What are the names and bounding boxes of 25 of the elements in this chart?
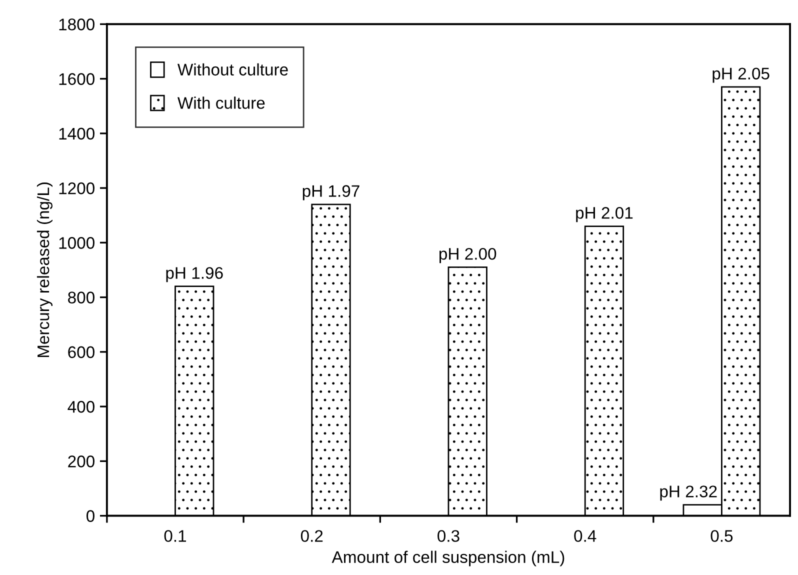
y-tick-label: 600 <box>68 346 94 358</box>
y-tick-label: 0 <box>86 510 94 522</box>
y-axis-title: Mercury released (ng/L) <box>36 182 52 358</box>
y-tick-label: 1000 <box>59 237 94 249</box>
x-tick-label: 0.5 <box>710 530 733 542</box>
data-label: pH 2.01 <box>576 207 633 222</box>
data-label: pH 2.00 <box>439 248 496 264</box>
y-tick-label: 400 <box>68 400 94 413</box>
x-tick-label: 0.4 <box>574 530 596 542</box>
y-tick-label: 1600 <box>59 73 94 85</box>
y-tick-label: 800 <box>68 292 94 304</box>
x-tick-label: 0.3 <box>438 530 460 542</box>
x-tick-label: 0.1 <box>164 530 186 542</box>
data-label: pH 2.05 <box>712 68 770 83</box>
data-label: pH 1.97 <box>302 185 360 200</box>
legend-label: With culture <box>178 96 265 109</box>
data-label: pH 2.32 <box>660 486 717 501</box>
data-label: pH 1.96 <box>166 267 223 282</box>
y-tick-label: 1200 <box>59 182 94 194</box>
legend-label: Without culture <box>178 63 288 76</box>
y-tick-label: 200 <box>68 456 94 468</box>
y-tick-label: 1400 <box>59 128 94 140</box>
x-tick-label: 0.2 <box>300 530 323 542</box>
x-axis-title: Amount of cell suspension (mL) <box>332 550 564 566</box>
y-tick-label: 1800 <box>59 18 94 30</box>
